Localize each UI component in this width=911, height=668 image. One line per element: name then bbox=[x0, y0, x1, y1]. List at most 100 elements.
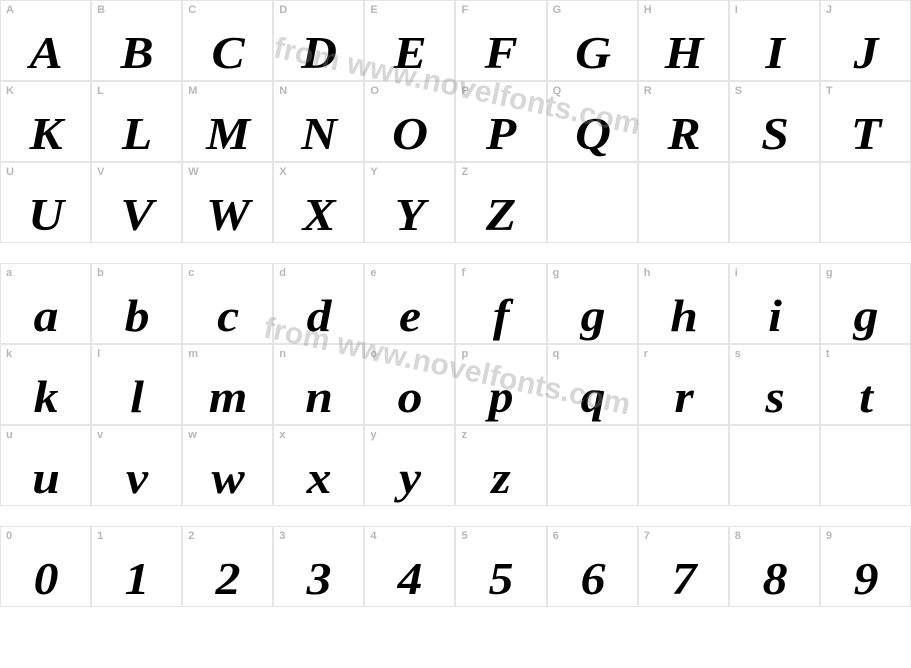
glyph: J bbox=[820, 30, 911, 76]
glyph: 0 bbox=[0, 556, 91, 602]
glyph-cell: AA bbox=[0, 0, 91, 81]
cell-label: 4 bbox=[370, 530, 376, 542]
glyph: 3 bbox=[273, 556, 364, 602]
cell-label: 5 bbox=[461, 530, 467, 542]
glyph-cell: TT bbox=[820, 81, 911, 162]
cell-label: g bbox=[553, 267, 560, 279]
glyph: T bbox=[820, 111, 911, 157]
glyph: b bbox=[91, 293, 182, 339]
glyph-cell: 77 bbox=[638, 526, 729, 607]
glyph-cell: dd bbox=[273, 263, 364, 344]
glyph-cell: nn bbox=[273, 344, 364, 425]
cell-label: H bbox=[644, 4, 652, 16]
glyph-cell: HH bbox=[638, 0, 729, 81]
cell-label: L bbox=[97, 85, 104, 97]
glyph-cell: FF bbox=[455, 0, 546, 81]
glyph-cell: ee bbox=[364, 263, 455, 344]
cell-label: 9 bbox=[826, 530, 832, 542]
glyph: Q bbox=[547, 111, 638, 157]
glyph-cell: OO bbox=[364, 81, 455, 162]
glyph: c bbox=[182, 293, 273, 339]
glyph: z bbox=[455, 455, 546, 501]
font-character-chart: AABBCCDDEEFFGGHHIIJJKKLLMMNNOOPPQQRRSSTT… bbox=[0, 0, 911, 607]
cell-label: s bbox=[735, 348, 741, 360]
cell-label: P bbox=[461, 85, 468, 97]
cell-label: i bbox=[735, 267, 738, 279]
cell-label: e bbox=[370, 267, 376, 279]
glyph-cell: mm bbox=[182, 344, 273, 425]
glyph-cell: RR bbox=[638, 81, 729, 162]
glyph-cell: ff bbox=[455, 263, 546, 344]
glyph-cell: YY bbox=[364, 162, 455, 243]
glyph: 5 bbox=[455, 556, 546, 602]
glyph: v bbox=[91, 455, 182, 501]
glyph-cell: 44 bbox=[364, 526, 455, 607]
cell-label: 2 bbox=[188, 530, 194, 542]
glyph-cell: ss bbox=[729, 344, 820, 425]
glyph-cell: ww bbox=[182, 425, 273, 506]
cell-label: T bbox=[826, 85, 833, 97]
glyph: a bbox=[0, 293, 91, 339]
glyph-cell: xx bbox=[273, 425, 364, 506]
cell-label: J bbox=[826, 4, 832, 16]
glyph-cell: 33 bbox=[273, 526, 364, 607]
glyph: R bbox=[638, 111, 729, 157]
glyph-cell: 99 bbox=[820, 526, 911, 607]
cell-label: q bbox=[553, 348, 560, 360]
glyph-cell: WW bbox=[182, 162, 273, 243]
cell-label: 1 bbox=[97, 530, 103, 542]
glyph-cell: NN bbox=[273, 81, 364, 162]
glyph: S bbox=[729, 111, 820, 157]
glyph-cell: hh bbox=[638, 263, 729, 344]
cell-label: X bbox=[279, 166, 286, 178]
cell-label: x bbox=[279, 429, 285, 441]
glyph-cell: ZZ bbox=[455, 162, 546, 243]
glyph-cell: gg bbox=[547, 263, 638, 344]
cell-label: m bbox=[188, 348, 198, 360]
glyph-cell: SS bbox=[729, 81, 820, 162]
glyph: H bbox=[638, 30, 729, 76]
glyph: x bbox=[273, 455, 364, 501]
glyph-cell: KK bbox=[0, 81, 91, 162]
cell-label: w bbox=[188, 429, 197, 441]
glyph: G bbox=[547, 30, 638, 76]
glyph: I bbox=[729, 30, 820, 76]
glyph: n bbox=[273, 374, 364, 420]
glyph-cell: aa bbox=[0, 263, 91, 344]
glyph: Z bbox=[455, 192, 546, 238]
glyph-cell: vv bbox=[91, 425, 182, 506]
glyph-cell: tt bbox=[820, 344, 911, 425]
cell-label: S bbox=[735, 85, 742, 97]
cell-label: k bbox=[6, 348, 12, 360]
glyph: t bbox=[820, 374, 911, 420]
cell-label: b bbox=[97, 267, 104, 279]
glyph-cell: uu bbox=[0, 425, 91, 506]
cell-label: g bbox=[826, 267, 833, 279]
glyph-cell: 11 bbox=[91, 526, 182, 607]
cell-label: N bbox=[279, 85, 287, 97]
glyph: h bbox=[638, 293, 729, 339]
glyph: 8 bbox=[729, 556, 820, 602]
glyph-cell bbox=[547, 425, 638, 506]
glyph: s bbox=[729, 374, 820, 420]
cell-label: M bbox=[188, 85, 197, 97]
glyph: d bbox=[273, 293, 364, 339]
glyph: O bbox=[364, 111, 455, 157]
glyph: m bbox=[182, 374, 273, 420]
glyph-cell bbox=[820, 425, 911, 506]
cell-label: 8 bbox=[735, 530, 741, 542]
cell-label: W bbox=[188, 166, 198, 178]
glyph: X bbox=[273, 192, 364, 238]
cell-label: c bbox=[188, 267, 194, 279]
glyph: D bbox=[273, 30, 364, 76]
glyph: 4 bbox=[364, 556, 455, 602]
glyph-cell bbox=[638, 162, 729, 243]
glyph: M bbox=[182, 111, 273, 157]
glyph: u bbox=[0, 455, 91, 501]
glyph-cell: DD bbox=[273, 0, 364, 81]
cell-label: C bbox=[188, 4, 196, 16]
cell-label: y bbox=[370, 429, 376, 441]
cell-label: E bbox=[370, 4, 377, 16]
glyph: F bbox=[455, 30, 546, 76]
glyph: k bbox=[0, 374, 91, 420]
